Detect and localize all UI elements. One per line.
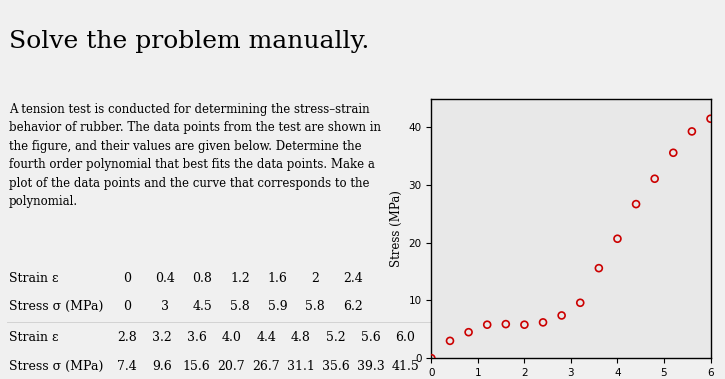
Text: 4.5: 4.5 [192, 300, 212, 313]
Text: 5.2: 5.2 [326, 331, 346, 345]
Text: 6.2: 6.2 [343, 300, 363, 313]
Point [593, 265, 605, 271]
Point [481, 322, 493, 328]
Text: 3.6: 3.6 [186, 331, 207, 345]
Text: Strain ε: Strain ε [9, 331, 58, 345]
Text: 5.8: 5.8 [305, 300, 326, 313]
Text: 35.6: 35.6 [322, 360, 349, 373]
Text: Solve the problem manually.: Solve the problem manually. [9, 30, 369, 53]
Text: Stress σ (MPa): Stress σ (MPa) [9, 360, 103, 373]
Text: 26.7: 26.7 [252, 360, 280, 373]
Text: 2.8: 2.8 [117, 331, 137, 345]
Point [630, 201, 642, 207]
Point [649, 176, 660, 182]
Text: 41.5: 41.5 [392, 360, 419, 373]
Text: 0.4: 0.4 [154, 272, 175, 285]
Text: 0.8: 0.8 [192, 272, 212, 285]
Text: 2.4: 2.4 [343, 272, 363, 285]
Point [500, 321, 512, 327]
Text: 4.8: 4.8 [291, 331, 311, 345]
Text: 2: 2 [312, 272, 319, 285]
Text: 1.2: 1.2 [230, 272, 250, 285]
Text: 5.8: 5.8 [230, 300, 250, 313]
Point [518, 322, 530, 328]
Text: 31.1: 31.1 [287, 360, 315, 373]
Text: 5.6: 5.6 [360, 331, 381, 345]
Text: A tension test is conducted for determining the stress–strain
behavior of rubber: A tension test is conducted for determin… [9, 103, 381, 208]
Text: Strain ε: Strain ε [9, 272, 58, 285]
Point [444, 338, 456, 344]
Point [668, 150, 679, 156]
Text: 5.9: 5.9 [268, 300, 288, 313]
Point [705, 116, 716, 122]
Text: 1.6: 1.6 [268, 272, 288, 285]
Text: 3.2: 3.2 [152, 331, 172, 345]
Point [574, 300, 586, 306]
Point [463, 329, 474, 335]
Y-axis label: Stress (MPa): Stress (MPa) [390, 190, 403, 267]
Point [612, 236, 624, 242]
Text: 4.4: 4.4 [256, 331, 276, 345]
Text: 0: 0 [123, 300, 131, 313]
Point [426, 355, 437, 361]
Text: 3: 3 [160, 300, 169, 313]
Point [686, 128, 697, 135]
Text: 7.4: 7.4 [117, 360, 137, 373]
Text: 4.0: 4.0 [221, 331, 241, 345]
Text: 15.6: 15.6 [183, 360, 210, 373]
Point [537, 319, 549, 326]
Text: 6.0: 6.0 [395, 331, 415, 345]
Text: 20.7: 20.7 [218, 360, 245, 373]
Text: 0: 0 [123, 272, 131, 285]
Text: 39.3: 39.3 [357, 360, 384, 373]
Text: Stress σ (MPa): Stress σ (MPa) [9, 300, 103, 313]
Point [556, 312, 568, 318]
Text: 9.6: 9.6 [152, 360, 172, 373]
